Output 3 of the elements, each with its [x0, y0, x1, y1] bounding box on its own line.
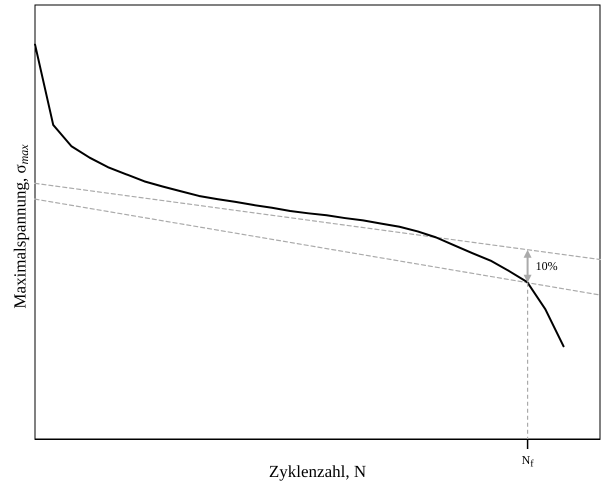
x-axis-title: Zyklenzahl, N: [268, 462, 366, 481]
y-axis-title: Maximalspannung, σmax: [10, 144, 31, 309]
annotation: 10%: [536, 259, 558, 274]
